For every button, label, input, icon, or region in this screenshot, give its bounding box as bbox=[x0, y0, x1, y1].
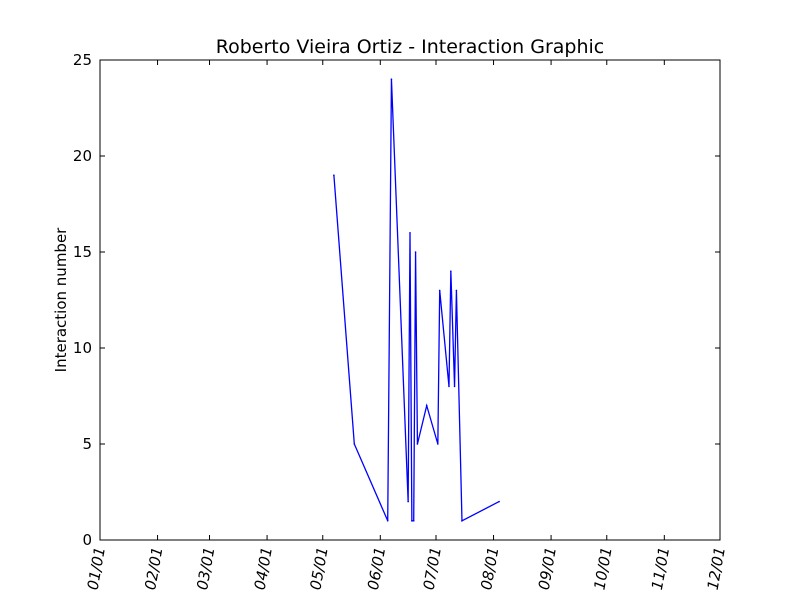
data-point bbox=[333, 174, 335, 176]
series-line bbox=[333, 79, 500, 522]
y-axis-label: Interaction number bbox=[52, 227, 70, 373]
x-tick-label: 10/01 bbox=[590, 546, 615, 592]
data-point bbox=[450, 270, 452, 273]
ticks-layer: 0 5 10 15 20 25 01/01 02/01 03/01 04/01 05/01 06/01… bbox=[73, 51, 729, 591]
y-tick-label: 15 bbox=[73, 243, 92, 261]
data-point bbox=[407, 500, 409, 503]
x-tick-label: 11/01 bbox=[648, 546, 673, 592]
data-point bbox=[416, 443, 419, 445]
y-tick-label: 10 bbox=[73, 339, 92, 357]
data-point bbox=[461, 520, 463, 522]
y-tick-label: 25 bbox=[73, 51, 92, 69]
x-tick-label: 01/01 bbox=[84, 546, 109, 592]
x-tick-label: 08/01 bbox=[477, 546, 502, 592]
data-point bbox=[498, 500, 500, 503]
data-point bbox=[412, 520, 415, 522]
x-tick-label: 06/01 bbox=[364, 546, 389, 592]
data-point bbox=[353, 443, 356, 445]
data-point bbox=[386, 520, 389, 522]
x-tick-label: 07/01 bbox=[420, 546, 445, 592]
x-tick-label: 09/01 bbox=[535, 546, 560, 592]
x-tick-label: 03/01 bbox=[193, 546, 218, 592]
x-tick-label: 02/01 bbox=[141, 546, 166, 592]
chart-title: Roberto Vieira Ortiz - Interaction Graph… bbox=[216, 36, 605, 58]
plot-area-frame bbox=[99, 59, 721, 541]
data-point bbox=[438, 289, 441, 292]
data-point bbox=[409, 232, 411, 234]
data-point bbox=[455, 289, 458, 292]
data-point bbox=[390, 78, 393, 80]
data-point bbox=[448, 385, 450, 388]
y-tick-label: 5 bbox=[82, 435, 92, 453]
x-tick-label: 12/01 bbox=[704, 546, 729, 592]
data-point bbox=[453, 385, 456, 388]
x-tick-label: 04/01 bbox=[251, 546, 276, 592]
data-point bbox=[414, 251, 417, 253]
x-tick-label: 05/01 bbox=[306, 546, 331, 592]
series-layer bbox=[333, 78, 500, 522]
data-point bbox=[411, 520, 413, 522]
y-tick-label: 0 bbox=[82, 531, 92, 549]
data-point bbox=[425, 404, 428, 407]
data-point bbox=[437, 443, 439, 445]
y-tick-label: 20 bbox=[73, 147, 92, 165]
